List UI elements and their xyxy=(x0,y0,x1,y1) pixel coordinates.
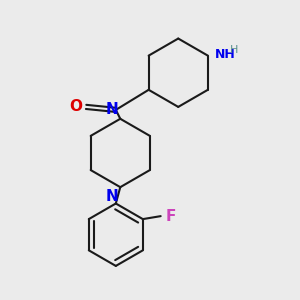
Text: NH: NH xyxy=(215,48,236,61)
Text: N: N xyxy=(106,189,119,204)
Text: F: F xyxy=(165,208,175,224)
Text: O: O xyxy=(70,98,83,113)
Text: H: H xyxy=(230,45,238,55)
Text: N: N xyxy=(105,102,118,117)
